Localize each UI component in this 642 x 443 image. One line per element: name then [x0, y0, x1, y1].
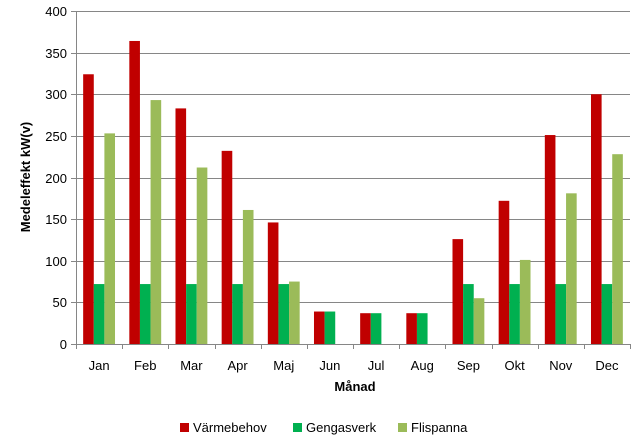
bar-gengasverk-dec — [601, 284, 613, 344]
bar-värmebehov-jan — [83, 74, 94, 345]
x-tick-label: Sep — [457, 358, 480, 373]
y-tick-label: 0 — [60, 337, 67, 352]
x-tick-label: Feb — [134, 358, 156, 373]
legend-label-flispanna: Flispanna — [411, 420, 468, 435]
bar-flispanna-dec — [612, 154, 623, 344]
x-tick-label: Apr — [227, 358, 248, 373]
bar-flispanna-maj — [289, 281, 300, 344]
bar-värmebehov-dec — [590, 94, 602, 344]
y-tick-label: 250 — [45, 129, 67, 144]
legend-swatch-gengasverk — [293, 423, 302, 432]
x-tick-label: Jun — [319, 358, 340, 373]
x-tick-label: Nov — [549, 358, 573, 373]
bar-gengasverk-jan — [93, 284, 105, 344]
legend-swatch-flispanna — [398, 423, 407, 432]
y-tick-label: 200 — [45, 171, 67, 186]
x-tick-label: Dec — [595, 358, 619, 373]
x-tick-label: Aug — [411, 358, 434, 373]
bar-flispanna-mar — [196, 167, 208, 344]
y-tick-label: 350 — [45, 46, 67, 61]
y-tick-label: 50 — [53, 295, 67, 310]
bar-flispanna-okt — [519, 259, 531, 344]
bar-värmebehov-jul — [360, 313, 371, 344]
legend-label-gengasverk: Gengasverk — [306, 420, 377, 435]
bar-gengasverk-sep — [463, 284, 474, 344]
bars — [83, 40, 623, 345]
bar-värmebehov-aug — [406, 313, 417, 344]
bar-värmebehov-jun — [313, 311, 325, 344]
y-axis-title: Medeleffekt kW(v) — [18, 122, 33, 233]
x-tick-label: Okt — [504, 358, 525, 373]
x-tick-label: Maj — [273, 358, 294, 373]
x-tick-label: Mar — [180, 358, 203, 373]
bar-värmebehov-nov — [544, 135, 556, 344]
bar-gengasverk-feb — [139, 284, 151, 344]
legend-swatch-värmebehov — [180, 423, 189, 432]
bar-flispanna-apr — [242, 209, 254, 344]
gridlines — [76, 11, 630, 303]
tick-labels: 0 50 100 150 200 250 300 350 400 Jan Feb Mar Apr Maj J… — [45, 4, 619, 373]
bar-gengasverk-okt — [509, 284, 520, 344]
axes — [71, 11, 631, 349]
bar-flispanna-jan — [104, 133, 116, 344]
bar-värmebehov-feb — [129, 40, 140, 344]
y-tick-label: 100 — [45, 254, 67, 269]
bar-gengasverk-maj — [278, 284, 290, 344]
bar-gengasverk-jun — [324, 311, 336, 344]
bar-gengasverk-apr — [232, 284, 243, 344]
bar-flispanna-nov — [566, 193, 577, 344]
bar-flispanna-feb — [150, 100, 162, 344]
x-tick-label: Jan — [89, 358, 110, 373]
legend-label-värmebehov: Värmebehov — [193, 420, 267, 435]
bar-gengasverk-aug — [416, 313, 428, 344]
bar-värmebehov-okt — [498, 200, 510, 344]
x-axis-title: Månad — [334, 379, 375, 394]
y-tick-label: 400 — [45, 4, 67, 19]
bar-värmebehov-maj — [267, 222, 279, 344]
bar-gengasverk-nov — [555, 284, 567, 344]
bar-värmebehov-apr — [221, 150, 233, 344]
bar-värmebehov-sep — [452, 239, 464, 344]
bar-gengasverk-jul — [370, 313, 382, 344]
y-tick-label: 300 — [45, 87, 67, 102]
y-tick-label: 150 — [45, 212, 67, 227]
x-tick-label: Jul — [368, 358, 385, 373]
legend: Värmebehov Gengasverk Flispanna — [180, 420, 468, 435]
bar-gengasverk-mar — [186, 284, 197, 344]
bar-värmebehov-mar — [175, 108, 187, 345]
bar-flispanna-sep — [473, 298, 485, 344]
